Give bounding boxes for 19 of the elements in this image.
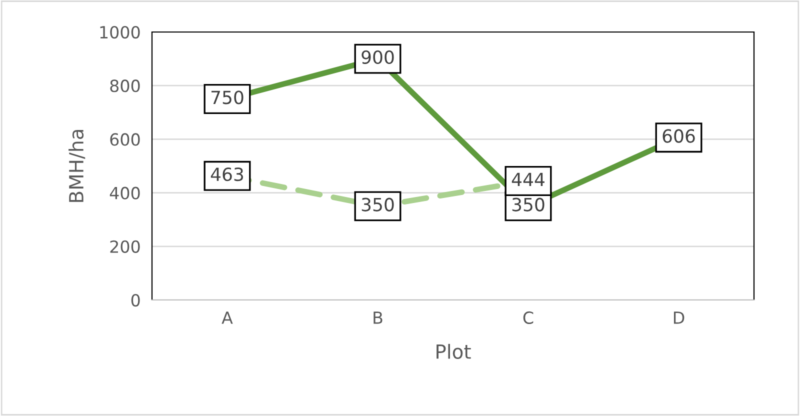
data-label: 350 <box>512 198 544 212</box>
x-tick-label: A <box>222 312 233 324</box>
data-label: 463 <box>210 168 244 182</box>
y-tick-label: 0 <box>131 294 140 307</box>
data-label: 750 <box>212 90 244 104</box>
y-tick-label: 600 <box>110 133 140 146</box>
data-label: 900 <box>362 50 394 64</box>
x-tick-label: C <box>523 311 534 324</box>
y-tick-label: 800 <box>110 80 140 92</box>
y-tick-label: 1000 <box>100 26 140 39</box>
y-tick-label: 200 <box>110 240 140 253</box>
x-axis-title: Plot <box>436 344 471 359</box>
y-axis-title: BMH/ha <box>68 130 86 202</box>
x-tick-label: D <box>674 312 684 324</box>
x-tick-label: B <box>374 312 382 324</box>
y-tick-label: 400 <box>110 186 140 200</box>
data-label: 606 <box>662 129 695 143</box>
data-label: 444 <box>512 172 544 186</box>
data-label: 350 <box>362 198 394 212</box>
